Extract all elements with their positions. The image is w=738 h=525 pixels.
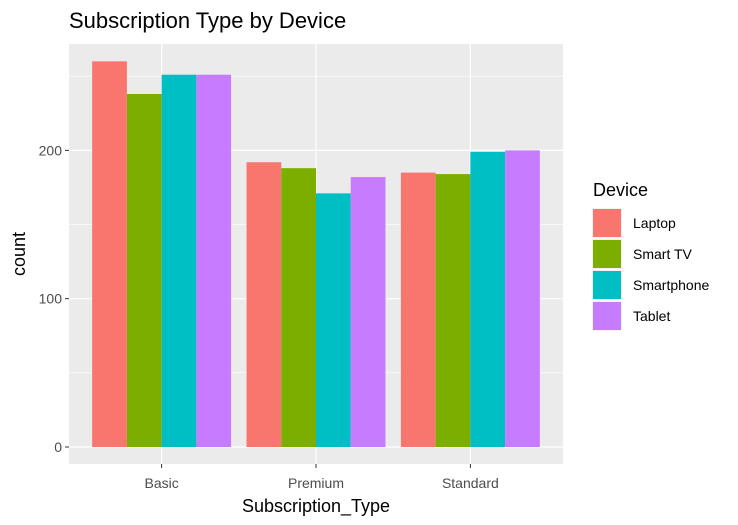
x-tick-label: Basic (145, 475, 179, 491)
x-axis-title: Subscription_Type (242, 496, 390, 517)
legend-swatch-smartphone (593, 271, 621, 299)
legend-title: Device (593, 180, 648, 200)
legend-label-tablet: Tablet (633, 308, 670, 324)
bar-laptop-premium (246, 162, 282, 448)
x-tick-label: Premium (288, 475, 344, 491)
bar-smart-tv-premium (281, 168, 316, 448)
bar-smartphone-basic (161, 74, 197, 447)
y-axis-ticks: 0 100 200 (39, 142, 69, 455)
y-tick-label: 200 (39, 142, 63, 158)
bar-smartphone-standard (470, 151, 506, 447)
x-axis-ticks: Basic Premium Standard (145, 464, 499, 491)
y-tick-label: 100 (39, 291, 63, 307)
legend-items: Laptop Smart TV Smartphone Tablet (592, 208, 709, 331)
y-tick-label: 0 (54, 439, 62, 455)
legend-swatch-smart-tv (593, 240, 621, 268)
x-tick-label: Standard (442, 475, 499, 491)
bar-tablet-premium (350, 177, 386, 447)
legend-label-laptop: Laptop (633, 215, 676, 231)
legend-swatch-laptop (593, 209, 621, 237)
bar-tablet-basic (196, 74, 232, 447)
bar-laptop-basic (92, 61, 127, 447)
y-axis-title: count (9, 232, 29, 276)
bar-smartphone-premium (316, 193, 351, 447)
bars (92, 61, 540, 448)
legend: Device Laptop Smart TV Smartphone Tablet (592, 180, 709, 331)
bar-smart-tv-basic (126, 93, 162, 447)
legend-label-smart-tv: Smart TV (633, 246, 693, 262)
bar-laptop-standard (400, 172, 436, 447)
legend-label-smartphone: Smartphone (633, 277, 709, 293)
legend-swatch-tablet (593, 302, 621, 330)
bar-smart-tv-standard (435, 174, 471, 448)
chart-title: Subscription Type by Device (69, 8, 346, 33)
bar-tablet-standard (505, 150, 540, 448)
